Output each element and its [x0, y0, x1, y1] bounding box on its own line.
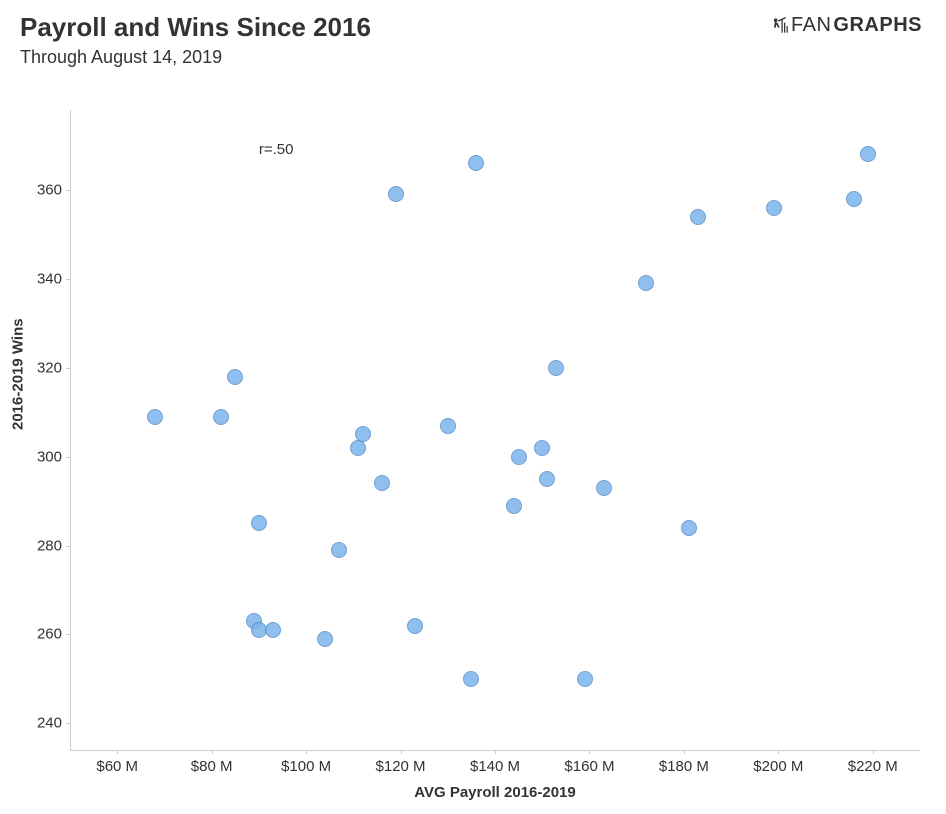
scatter-point	[638, 275, 654, 291]
plot-area	[70, 110, 920, 750]
x-tick-mark	[401, 750, 402, 754]
scatter-point	[213, 409, 229, 425]
scatter-point	[539, 471, 555, 487]
scatter-point	[766, 200, 782, 216]
scatter-point	[317, 631, 333, 647]
fangraphs-logo: FANGRAPHS	[769, 14, 922, 37]
y-tick-mark	[66, 723, 70, 724]
x-tick-mark	[306, 750, 307, 754]
x-tick-mark	[212, 750, 213, 754]
x-tick-mark	[117, 750, 118, 754]
scatter-point	[468, 155, 484, 171]
x-tick-label: $200 M	[753, 758, 803, 775]
scatter-point	[506, 498, 522, 514]
fangraphs-batter-icon	[769, 16, 789, 36]
y-axis-title: 2016-2019 Wins	[10, 318, 27, 430]
y-tick-label: 280	[37, 537, 62, 554]
scatter-point	[251, 515, 267, 531]
scatter-point	[577, 671, 593, 687]
scatter-point	[596, 480, 612, 496]
x-tick-mark	[684, 750, 685, 754]
scatter-point	[374, 475, 390, 491]
scatter-point	[265, 622, 281, 638]
x-tick-label: $60 M	[96, 758, 138, 775]
scatter-point	[846, 191, 862, 207]
chart-subtitle: Through August 14, 2019	[20, 47, 926, 68]
x-tick-label: $160 M	[564, 758, 614, 775]
scatter-point	[331, 542, 347, 558]
y-tick-label: 300	[37, 448, 62, 465]
x-axis-title: AVG Payroll 2016-2019	[414, 784, 575, 801]
scatter-point	[860, 146, 876, 162]
x-tick-mark	[495, 750, 496, 754]
y-tick-mark	[66, 190, 70, 191]
logo-text-bold: GRAPHS	[833, 14, 922, 37]
y-tick-label: 260	[37, 626, 62, 643]
y-tick-label: 240	[37, 715, 62, 732]
scatter-point	[355, 426, 371, 442]
correlation-annotation: r=.50	[259, 141, 294, 158]
scatter-point	[440, 418, 456, 434]
x-tick-label: $120 M	[376, 758, 426, 775]
y-tick-label: 320	[37, 359, 62, 376]
y-tick-label: 360	[37, 182, 62, 199]
scatter-point	[511, 449, 527, 465]
x-tick-mark	[778, 750, 779, 754]
x-tick-mark	[589, 750, 590, 754]
y-tick-mark	[66, 368, 70, 369]
scatter-point	[388, 186, 404, 202]
chart-container: Payroll and Wins Since 2016 Through Augu…	[0, 0, 946, 814]
y-tick-mark	[66, 457, 70, 458]
scatter-point	[534, 440, 550, 456]
scatter-point	[548, 360, 564, 376]
y-tick-label: 340	[37, 270, 62, 287]
x-tick-label: $100 M	[281, 758, 331, 775]
x-tick-label: $180 M	[659, 758, 709, 775]
scatter-point	[681, 520, 697, 536]
y-tick-mark	[66, 279, 70, 280]
scatter-point	[147, 409, 163, 425]
scatter-point	[690, 209, 706, 225]
scatter-point	[227, 369, 243, 385]
scatter-point	[463, 671, 479, 687]
x-tick-mark	[873, 750, 874, 754]
x-tick-label: $140 M	[470, 758, 520, 775]
x-tick-label: $220 M	[848, 758, 898, 775]
logo-text-light: FAN	[791, 14, 831, 37]
scatter-point	[407, 618, 423, 634]
y-tick-mark	[66, 546, 70, 547]
y-tick-mark	[66, 634, 70, 635]
x-tick-label: $80 M	[191, 758, 233, 775]
